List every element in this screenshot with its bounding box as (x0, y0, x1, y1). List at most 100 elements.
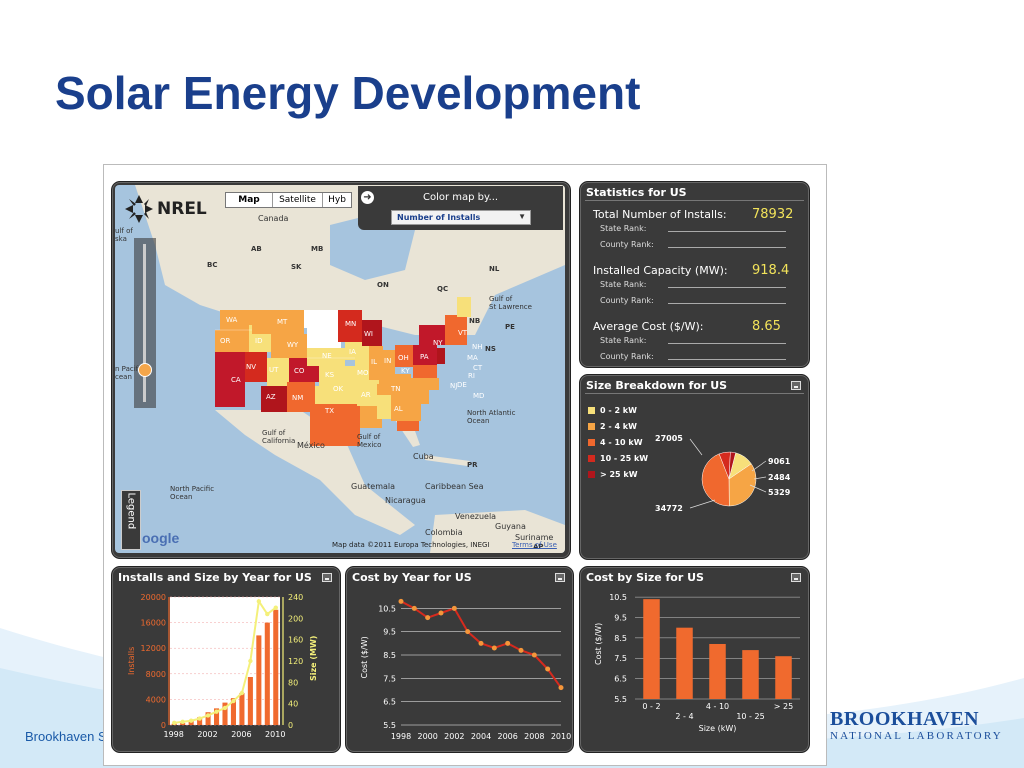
state-label: UT (269, 366, 279, 374)
state-label: ID (255, 337, 262, 345)
state-new-england (445, 315, 467, 345)
state-ky (379, 374, 411, 384)
legend-swatch (588, 471, 595, 478)
size-point (222, 705, 228, 711)
state-label: OH (398, 354, 409, 362)
size-point (248, 658, 253, 664)
state-label: IL (371, 358, 377, 366)
zoom-slider[interactable] (134, 238, 156, 408)
cost-size-bar (643, 599, 660, 699)
map-place-label: Venezuela (455, 512, 496, 521)
logo-line1: BROOKHAVEN (830, 708, 980, 730)
minimize-icon[interactable] (322, 573, 332, 582)
size-point (214, 709, 219, 714)
tab-map[interactable]: Map (226, 193, 273, 207)
cost-point (465, 629, 471, 635)
state-label: MA (467, 354, 478, 362)
state-label: WY (287, 341, 299, 349)
state-oh (395, 345, 413, 367)
state-tx (310, 404, 360, 446)
map-place-label: México (297, 440, 325, 450)
size-legend-item: 10 - 25 kW (588, 454, 648, 463)
installs-bar (239, 693, 245, 725)
tab-hybrid[interactable]: Hyb (328, 195, 346, 205)
minimize-icon[interactable] (791, 573, 801, 582)
y-tick-label: 10.5 (378, 604, 396, 613)
map-place-label: PE (505, 323, 515, 331)
state-label: CT (473, 364, 483, 372)
x-tick-label: 1998 (164, 730, 184, 739)
map-place-label: Canada (258, 214, 289, 223)
zoom-handle[interactable] (138, 363, 152, 377)
y-tick-label: 9.5 (383, 628, 396, 637)
state-label: DE (457, 381, 467, 389)
stat-rank-label: State Rank: (600, 336, 647, 345)
state-ia (345, 342, 369, 360)
color-map-select[interactable]: Number of Installs ▼ (391, 210, 531, 225)
legend-swatch (588, 407, 595, 414)
terms-link[interactable]: Terms of Use (512, 541, 557, 549)
state-label: SD (320, 333, 330, 341)
cost-point (478, 640, 484, 646)
slide-title: Solar Energy Development (55, 67, 641, 119)
stat-rank-label: County Rank: (600, 352, 654, 361)
zoom-track (143, 244, 146, 402)
state-ks (319, 366, 355, 386)
size-legend-item: > 25 kW (588, 470, 638, 479)
cost-point (451, 605, 457, 611)
us-states[interactable] (215, 297, 471, 446)
map-place-label: Gulf of Mexico (357, 433, 381, 449)
tab-satellite[interactable]: Satellite (273, 193, 323, 207)
legend-tab[interactable]: Legend (121, 490, 141, 550)
map-place-label: Gulf of California (262, 429, 295, 445)
state-ut (267, 358, 289, 386)
installs-bar (273, 609, 279, 725)
map-place-label: SK (291, 263, 302, 271)
stat-label: Average Cost ($/W): (593, 320, 704, 333)
stat-value: 8.65 (752, 319, 781, 334)
state-label: VT (458, 329, 468, 337)
y2-tick-label: 160 (288, 636, 303, 645)
state-in (383, 350, 395, 374)
map-type-tabs: Map Satellite Hyb (225, 192, 352, 208)
y-tick-label: 9.5 (614, 613, 627, 622)
state-label: KS (325, 371, 335, 379)
installs-bar (256, 635, 262, 725)
y-tick-label: 5.5 (383, 721, 396, 730)
minimize-icon[interactable] (555, 573, 565, 582)
state-il (369, 346, 383, 380)
pie-slice (728, 463, 757, 507)
state-label: ND (320, 315, 331, 323)
state-label: OK (333, 385, 344, 393)
legend-swatch (588, 455, 595, 462)
cost-size-bar (742, 650, 759, 699)
state-nv (245, 352, 267, 382)
map-overlays: Canada AB MB BC SK ON QC NL NB PE NS Gulf of St Lawr… (115, 214, 553, 551)
google-logo: oogle (142, 530, 180, 546)
pie-leader-line (751, 460, 767, 472)
statistics-divider (585, 200, 804, 201)
x-tick-label: > 25 (774, 702, 793, 711)
map-place-label: Guyana (495, 522, 526, 531)
y-axis-label: Installs (127, 647, 136, 675)
cuba-land (425, 455, 470, 466)
cost-by-size-chart: 5.5 6.5 7.5 8.5 9.5 10.5 0 - 2 2 - 4 4 - 10 10 - … (594, 593, 800, 733)
state-sd (307, 328, 341, 348)
state-nj (437, 348, 445, 364)
state-label: TN (390, 385, 401, 393)
installs-size-chart: 0 4000 8000 12000 16000 20000 0 40 80 120 160 200 24… (127, 593, 318, 739)
nrel-label: NREL (157, 199, 207, 219)
state-label: MN (345, 320, 356, 328)
state-wi (362, 320, 382, 346)
expand-arrow-icon[interactable]: ➜ (361, 191, 374, 204)
state-wa (220, 310, 252, 330)
state-pa (413, 345, 437, 365)
chevron-down-icon: ▼ (518, 212, 526, 221)
pie-leader-line (689, 499, 716, 509)
state-label: CO (294, 367, 305, 375)
minimize-icon[interactable] (791, 381, 801, 390)
nrel-logo: NREL (123, 193, 208, 225)
stat-rank-line (668, 287, 786, 288)
y-tick-label: 7.5 (383, 674, 396, 683)
